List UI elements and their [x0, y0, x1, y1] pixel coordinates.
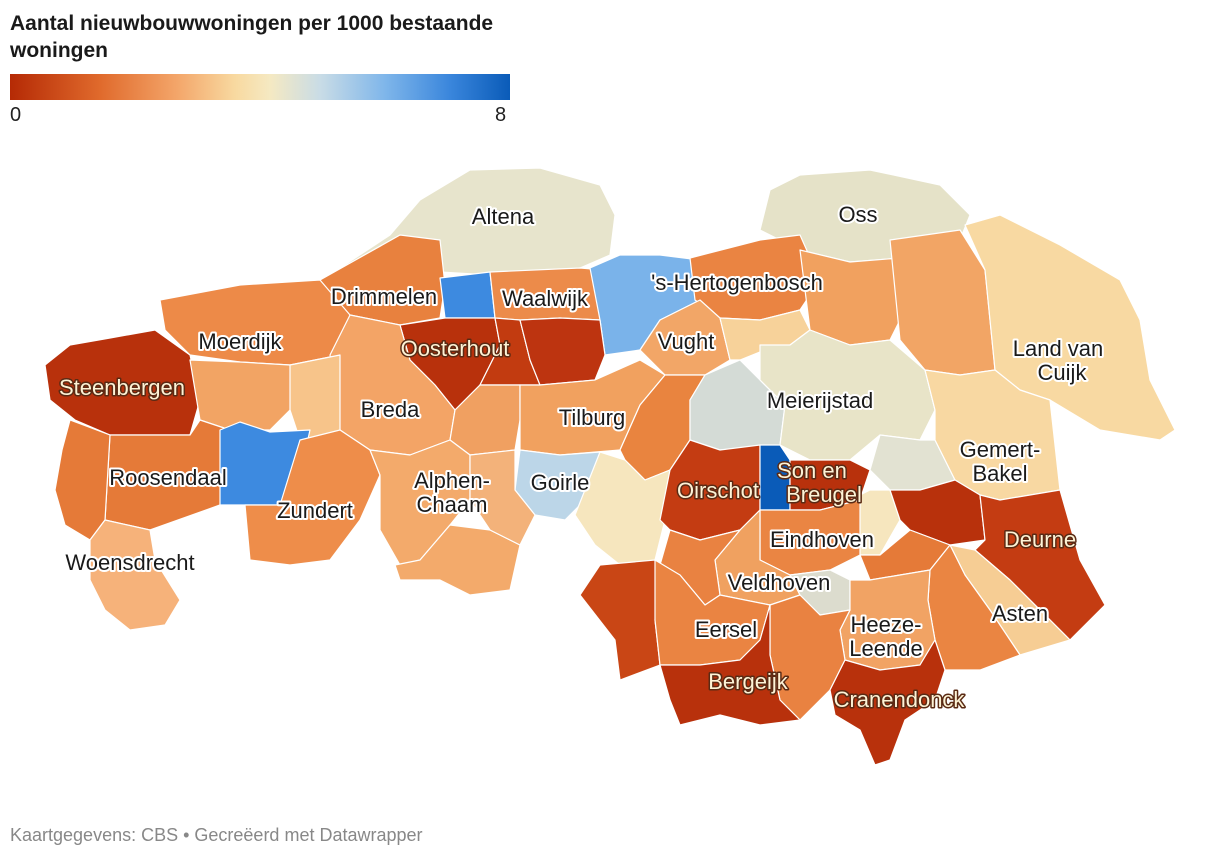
- color-legend-bar: [10, 74, 510, 100]
- label-son-2: Breugel: [786, 482, 862, 507]
- label-oss: Oss: [838, 202, 877, 227]
- region-etten-leur[interactable]: [189, 359, 301, 431]
- label-cranendonck: Cranendonck: [834, 687, 966, 712]
- region-deurne[interactable]: [974, 489, 1106, 641]
- region-reusel[interactable]: [579, 559, 661, 681]
- label-vught: Vught: [658, 329, 715, 354]
- label-breda: Breda: [361, 397, 420, 422]
- label-woensdrecht: Woensdrecht: [65, 550, 194, 575]
- label-veldhoven: Veldhoven: [728, 570, 831, 595]
- label-waalwijk: Waalwijk: [502, 286, 589, 311]
- label-land-van-cuijk-1: Land van: [1013, 336, 1104, 361]
- label-alphen-2: Chaam: [417, 492, 488, 517]
- region-hilvarenbeek[interactable]: [469, 449, 536, 546]
- label-asten: Asten: [992, 601, 1048, 626]
- source-credit: Kaartgegevens: CBS • Gecreëerd met Dataw…: [10, 825, 423, 845]
- chart-title: Aantal nieuwbouwwoningen per 1000 bestaa…: [10, 12, 494, 62]
- region-zundert[interactable]: [244, 429, 381, 566]
- label-deurne: Deurne: [1004, 527, 1076, 552]
- label-eindhoven: Eindhoven: [770, 527, 874, 552]
- legend-max-label: 8: [495, 104, 507, 126]
- label-son-1: Son en: [777, 458, 847, 483]
- label-moerdijk: Moerdijk: [198, 329, 282, 354]
- label-goirle: Goirle: [531, 470, 590, 495]
- label-gemert-1: Gemert-: [960, 437, 1041, 462]
- label-heeze-2: Leende: [849, 636, 922, 661]
- label-hertogenbosch: 's-Hertogenbosch: [651, 270, 823, 295]
- label-heeze-1: Heeze-: [851, 612, 922, 637]
- region-loon-op-zand[interactable]: [519, 317, 606, 386]
- region-bergeijk[interactable]: [659, 604, 801, 726]
- region-baarle[interactable]: [394, 524, 521, 596]
- region-hilvarenbeek-south[interactable]: [574, 451, 671, 566]
- label-altena: Altena: [472, 204, 535, 229]
- label-oirschot: Oirschot: [677, 478, 759, 503]
- region-bernheze[interactable]: [799, 249, 906, 346]
- label-meierijstad: Meierijstad: [767, 388, 873, 413]
- region-geertruidenberg[interactable]: [439, 271, 496, 319]
- label-tilburg: Tilburg: [559, 405, 625, 430]
- legend-min-label: 0: [10, 104, 22, 126]
- label-gemert-2: Bakel: [972, 461, 1027, 486]
- label-alphen-1: Alphen-: [414, 468, 490, 493]
- label-drimmelen: Drimmelen: [331, 284, 437, 309]
- label-roosendaal: Roosendaal: [109, 465, 226, 490]
- region-bergen-op-zoom[interactable]: [54, 419, 111, 541]
- label-eersel: Eersel: [695, 617, 757, 642]
- label-zundert: Zundert: [277, 498, 353, 523]
- label-bergeijk: Bergeijk: [708, 669, 788, 694]
- region-woensdrecht[interactable]: [89, 519, 181, 631]
- label-steenbergen: Steenbergen: [59, 375, 185, 400]
- label-oosterhout: Oosterhout: [401, 336, 510, 361]
- region-cranendonck[interactable]: [829, 639, 946, 766]
- label-land-van-cuijk-2: Cuijk: [1038, 360, 1088, 385]
